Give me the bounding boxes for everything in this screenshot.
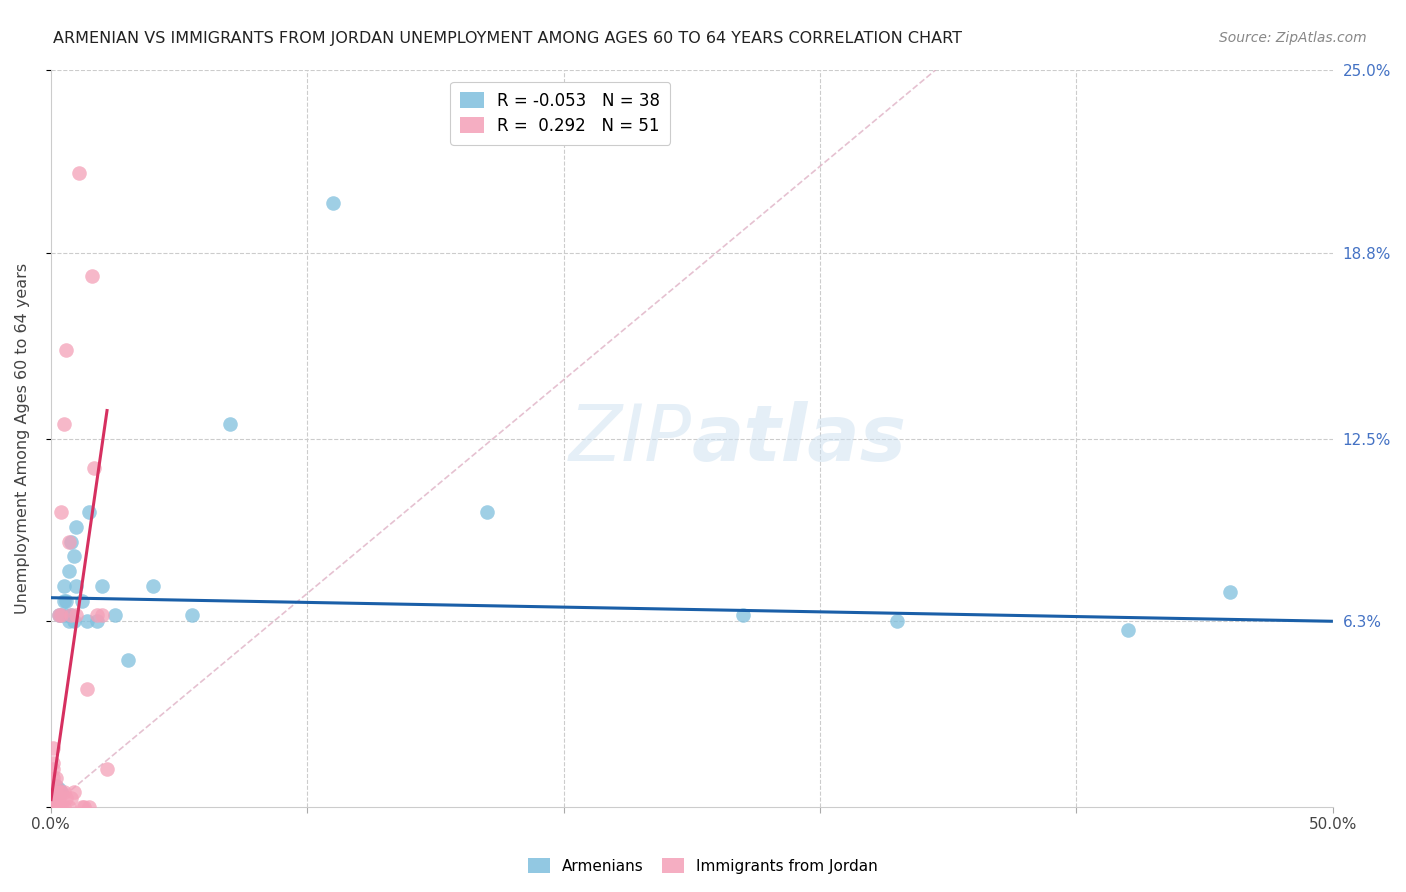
Text: Source: ZipAtlas.com: Source: ZipAtlas.com [1219, 31, 1367, 45]
Point [52, 785, 75, 799]
Point [42, 762, 65, 776]
Point [733, 608, 755, 623]
Point [91, 608, 114, 623]
Point [42, 791, 65, 805]
Point [45, 785, 67, 799]
Point [70, 593, 93, 607]
Point [67, 166, 90, 180]
Legend: R = -0.053   N = 38, R =  0.292   N = 51: R = -0.053 N = 38, R = 0.292 N = 51 [450, 82, 669, 145]
Point [117, 652, 139, 666]
Point [45, 785, 67, 799]
Point [96, 762, 118, 776]
Point [63, 615, 86, 629]
Point [42, 800, 65, 814]
Point [1219, 584, 1241, 599]
Point [52, 800, 75, 814]
Point [39, 791, 62, 805]
Point [42, 785, 65, 799]
Point [48, 800, 70, 814]
Point [42, 800, 65, 814]
Point [42, 756, 65, 770]
Point [49, 785, 72, 799]
Point [42, 785, 65, 799]
Point [49, 800, 72, 814]
Point [86, 615, 108, 629]
Point [42, 788, 65, 802]
Point [48, 608, 70, 623]
Point [91, 579, 114, 593]
Point [60, 608, 83, 623]
Point [76, 682, 98, 697]
Y-axis label: Unemployment Among Ages 60 to 64 years: Unemployment Among Ages 60 to 64 years [15, 263, 30, 614]
Point [475, 505, 498, 519]
Point [70, 800, 93, 814]
Point [86, 608, 108, 623]
Point [39, 800, 62, 814]
Point [60, 608, 83, 623]
Point [58, 615, 80, 629]
Point [65, 608, 87, 623]
Text: atlas: atlas [692, 401, 907, 476]
Point [219, 417, 242, 431]
Point [49, 608, 72, 623]
Point [83, 461, 105, 475]
Point [63, 549, 86, 564]
Point [48, 791, 70, 805]
Point [80, 269, 103, 284]
Point [79, 505, 101, 519]
Point [52, 579, 75, 593]
Point [65, 579, 87, 593]
Point [45, 791, 67, 805]
Point [65, 520, 87, 534]
Legend: Armenians, Immigrants from Jordan: Armenians, Immigrants from Jordan [523, 852, 883, 880]
Point [58, 800, 80, 814]
Point [42, 771, 65, 785]
Point [60, 791, 83, 805]
Point [39, 794, 62, 808]
Point [45, 780, 67, 794]
Point [58, 564, 80, 578]
Point [63, 785, 86, 799]
Point [58, 534, 80, 549]
Point [42, 800, 65, 814]
Point [142, 579, 165, 593]
Point [49, 608, 72, 623]
Point [52, 593, 75, 607]
Text: ZIP: ZIP [569, 401, 692, 476]
Point [39, 800, 62, 814]
Point [39, 788, 62, 802]
Point [45, 780, 67, 794]
Point [1116, 623, 1139, 637]
Point [60, 534, 83, 549]
Point [322, 195, 344, 210]
Point [48, 782, 70, 797]
Point [76, 615, 98, 629]
Point [52, 417, 75, 431]
Point [45, 800, 67, 814]
Point [48, 785, 70, 799]
Point [42, 780, 65, 794]
Point [73, 800, 96, 814]
Point [42, 785, 65, 799]
Point [180, 608, 202, 623]
Point [49, 505, 72, 519]
Point [49, 785, 72, 799]
Point [79, 800, 101, 814]
Point [39, 785, 62, 799]
Point [48, 785, 70, 799]
Text: ARMENIAN VS IMMIGRANTS FROM JORDAN UNEMPLOYMENT AMONG AGES 60 TO 64 YEARS CORREL: ARMENIAN VS IMMIGRANTS FROM JORDAN UNEMP… [53, 31, 963, 46]
Point [55, 593, 77, 607]
Point [55, 608, 77, 623]
Point [45, 771, 67, 785]
Point [45, 782, 67, 797]
Point [104, 608, 127, 623]
Point [886, 615, 908, 629]
Point [55, 343, 77, 357]
Point [48, 608, 70, 623]
Point [55, 791, 77, 805]
Point [42, 741, 65, 756]
